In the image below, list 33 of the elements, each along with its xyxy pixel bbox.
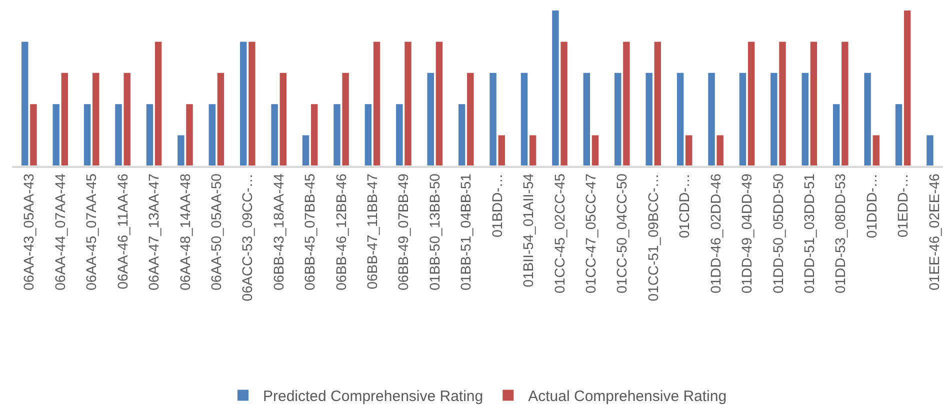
x-tick-label: 01CDD-… (676, 174, 692, 238)
x-tick-label: 06BB-45_07BB-45 (302, 173, 318, 290)
legend-label: Actual Comprehensive Rating (528, 388, 727, 406)
x-tick-label: 01CC-45_02CC-45 (551, 173, 568, 294)
x-tick-label: 01CC-47_05CC-47 (582, 173, 598, 294)
x-tick-label: 01EE-46_02EE-46 (926, 173, 942, 290)
x-tick-label: 01DDD-… (863, 174, 880, 238)
x-tick-label: 01EDD-… (894, 174, 911, 238)
legend-label: Predicted Comprehensive Rating (263, 388, 484, 406)
x-tick-label: 06AA-43_05AA-43 (20, 173, 37, 290)
x-tick-label: 06AA-46_11AA-46 (114, 173, 130, 290)
x-tick-label: 01BB-51_04BB-51 (458, 173, 474, 290)
x-tick-label: 06BB-43_18AA-44 (270, 173, 286, 290)
x-tick-label: 01CC-50_04CC-50 (614, 173, 630, 294)
x-tick-label: 06AA-44_07AA-44 (52, 173, 68, 290)
x-tick-label: 06AA-48_14AA-48 (176, 173, 193, 290)
x-tick-label: 06AA-45_07AA-45 (83, 173, 100, 290)
x-tick-label: 06ACC-53_09CC-… (239, 174, 256, 302)
bar (926, 134, 934, 166)
x-tick-label: 01DD-46_02DD-46 (707, 173, 724, 294)
x-tick-label: 01DD-53_08DD-53 (832, 173, 848, 294)
x-tick-label: 01DD-49_04DD-49 (738, 173, 755, 294)
x-tick-label: 06BB-47_11BB-47 (364, 173, 380, 290)
x-tick-label: 06AA-47_13AA-47 (146, 173, 162, 290)
x-tick-label: 06AA-50_05AA-50 (208, 173, 224, 290)
x-tick-label: 06BB-49_07BB-49 (395, 173, 412, 290)
x-tick-label: 01BII-54_01AII-54 (520, 173, 536, 288)
x-tick-label: 06BB-46_12BB-46 (332, 173, 349, 290)
x-tick-label: 01CC-51_09BCC-… (644, 174, 661, 302)
x-tick-label: 01DD-51_03DD-51 (800, 173, 817, 294)
x-tick-label: 01BB-50_13BB-50 (426, 173, 442, 290)
x-tick-label: 01DD-50_05DD-50 (770, 173, 786, 294)
x-tick-label: 01BDD-… (488, 174, 505, 238)
